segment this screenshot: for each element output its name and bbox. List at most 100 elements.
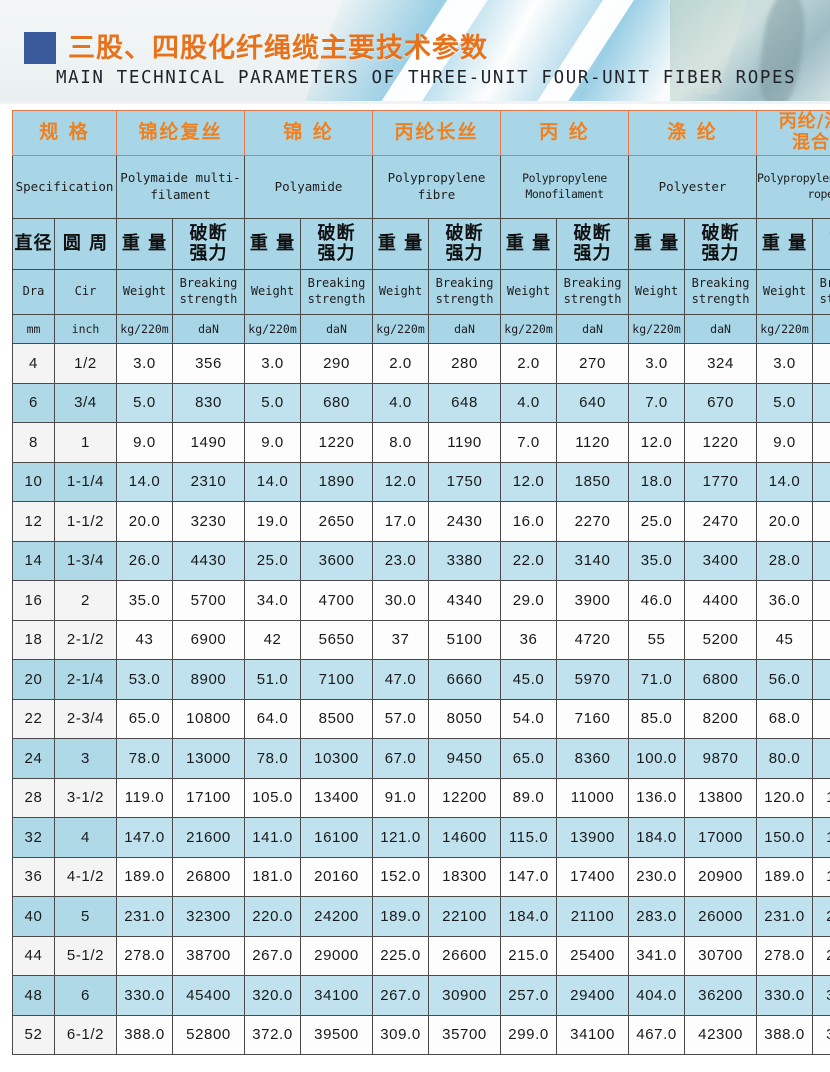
cell-value: 26000 bbox=[684, 896, 758, 937]
cell-value: 147.0 bbox=[116, 817, 173, 858]
page-title-chinese: 三股、四股化纤绳缆主要技术参数 bbox=[68, 33, 488, 64]
subhead-en-2: Weight bbox=[116, 269, 173, 315]
cell-value: 115.0 bbox=[500, 817, 558, 858]
cell-value: 53.0 bbox=[116, 659, 173, 700]
cell-value: 42300 bbox=[684, 1014, 758, 1055]
cell-value: 9.0 bbox=[756, 422, 814, 463]
table-row: 14 1-3/4 26.0 4430 25.0 3600 23.0 3380 22.0 3140 3… bbox=[12, 540, 830, 581]
cell-value: 9.0 bbox=[244, 422, 302, 463]
cell-value: 65.0 bbox=[500, 738, 558, 779]
table-row: 10 1-1/4 14.0 2310 14.0 1890 12.0 1750 12.0 1850 1… bbox=[12, 461, 830, 502]
cell-value: 17000 bbox=[684, 817, 758, 858]
cell-value: 1140 bbox=[812, 422, 830, 463]
cell-spec-0: 20 bbox=[12, 659, 55, 700]
cell-value: 184.0 bbox=[500, 896, 558, 937]
cell-spec-1: 4 bbox=[54, 817, 117, 858]
cell-value: 45 bbox=[756, 619, 814, 660]
cell-value: 6800 bbox=[684, 659, 758, 700]
cell-value: 270 bbox=[556, 343, 630, 384]
cell-value: 1490 bbox=[171, 422, 246, 463]
cell-spec-1: 1-1/4 bbox=[54, 461, 117, 502]
cell-spec-0: 32 bbox=[12, 817, 55, 858]
subhead-cn-1: 圆 周 bbox=[54, 218, 117, 270]
cell-spec-1: 2-1/2 bbox=[54, 619, 117, 660]
subhead-cn-11: 破断 强力 bbox=[684, 218, 758, 270]
cell-spec-0: 18 bbox=[12, 619, 55, 660]
cell-value: 25.0 bbox=[628, 501, 686, 542]
cell-value: 8900 bbox=[171, 659, 246, 700]
table-row: 48 6 330.0 45400 320.0 34100 267.0 30900 257.0 29… bbox=[12, 975, 830, 1016]
cell-value: 52800 bbox=[171, 1014, 246, 1055]
cell-value: 189.0 bbox=[372, 896, 430, 937]
cell-value: 9870 bbox=[684, 738, 758, 779]
cell-value: 3.0 bbox=[756, 343, 814, 384]
cell-value: 10300 bbox=[300, 738, 374, 779]
cell-value: 34100 bbox=[556, 1014, 630, 1055]
cell-spec-0: 22 bbox=[12, 698, 55, 739]
cell-spec-0: 44 bbox=[12, 935, 55, 976]
unit-11: daN bbox=[684, 314, 758, 344]
subhead-cn-12: 重 量 bbox=[756, 218, 814, 270]
cell-value: 29000 bbox=[300, 935, 374, 976]
cell-spec-0: 28 bbox=[12, 777, 55, 818]
cell-value: 5.0 bbox=[116, 382, 173, 423]
cell-spec-1: 6-1/2 bbox=[54, 1014, 117, 1055]
cell-value: 8360 bbox=[556, 738, 630, 779]
unit-13: daN bbox=[812, 314, 830, 344]
cell-value: 300 bbox=[812, 343, 830, 384]
subhead-en-12: Weight bbox=[756, 269, 814, 315]
cell-value: 141.0 bbox=[244, 817, 302, 858]
group-english-6: Polypropylene/Polyester/Mixed rope bbox=[756, 155, 830, 219]
cell-value: 467.0 bbox=[628, 1014, 686, 1055]
cell-value: 7160 bbox=[556, 698, 630, 739]
cell-spec-0: 4 bbox=[12, 343, 55, 384]
subhead-cn-4: 重 量 bbox=[244, 218, 302, 270]
cell-value: 5.0 bbox=[244, 382, 302, 423]
cell-value: 26.0 bbox=[116, 540, 173, 581]
cell-value: 23600 bbox=[812, 896, 830, 937]
cell-spec-1: 5-1/2 bbox=[54, 935, 117, 976]
cell-value: 267.0 bbox=[244, 935, 302, 976]
cell-value: 17.0 bbox=[372, 501, 430, 542]
cell-value: 280 bbox=[428, 343, 502, 384]
cell-value: 388.0 bbox=[756, 1014, 814, 1055]
cell-value: 78.0 bbox=[244, 738, 302, 779]
cell-value: 28.0 bbox=[756, 540, 814, 581]
cell-value: 5.0 bbox=[756, 382, 814, 423]
cell-spec-1: 1-3/4 bbox=[54, 540, 117, 581]
cell-value: 2270 bbox=[556, 501, 630, 542]
cell-value: 620 bbox=[812, 382, 830, 423]
unit-4: kg/220m bbox=[244, 314, 302, 344]
cell-value: 64.0 bbox=[244, 698, 302, 739]
cell-value: 12200 bbox=[428, 777, 502, 818]
cell-value: 225.0 bbox=[372, 935, 430, 976]
cell-value: 36200 bbox=[684, 975, 758, 1016]
cell-value: 37 bbox=[372, 619, 430, 660]
cell-value: 13800 bbox=[684, 777, 758, 818]
cell-value: 220.0 bbox=[244, 896, 302, 937]
unit-3: daN bbox=[171, 314, 246, 344]
subhead-en-4: Weight bbox=[244, 269, 302, 315]
cell-spec-0: 48 bbox=[12, 975, 55, 1016]
cell-value: 152.0 bbox=[372, 856, 430, 897]
group-english-4: Polypropylene Monofilament bbox=[500, 155, 630, 219]
subhead-chinese-row: 直径圆 周重 量破断 强力重 量破断 强力重 量破断 强力重 量破断 强力重 量破断 强力… bbox=[12, 218, 830, 270]
cell-value: 670 bbox=[684, 382, 758, 423]
cell-value: 648 bbox=[428, 382, 502, 423]
cell-value: 5100 bbox=[428, 619, 502, 660]
cell-spec-1: 1-1/2 bbox=[54, 501, 117, 542]
cell-value: 100.0 bbox=[628, 738, 686, 779]
cell-value: 39500 bbox=[300, 1014, 374, 1055]
table-row: 36 4-1/2 189.0 26800 181.0 20160 152.0 18300 147… bbox=[12, 856, 830, 897]
cell-value: 68.0 bbox=[756, 698, 814, 739]
cell-value: 26600 bbox=[428, 935, 502, 976]
cell-value: 119.0 bbox=[116, 777, 173, 818]
cell-value: 13100 bbox=[812, 777, 830, 818]
cell-value: 46.0 bbox=[628, 580, 686, 621]
cell-value: 189.0 bbox=[756, 856, 814, 897]
cell-value: 89.0 bbox=[500, 777, 558, 818]
table-row: 40 5 231.0 32300 220.0 24200 189.0 22100 184.0 21… bbox=[12, 896, 830, 937]
cell-value: 7.0 bbox=[628, 382, 686, 423]
unit-0: mm bbox=[12, 314, 55, 344]
